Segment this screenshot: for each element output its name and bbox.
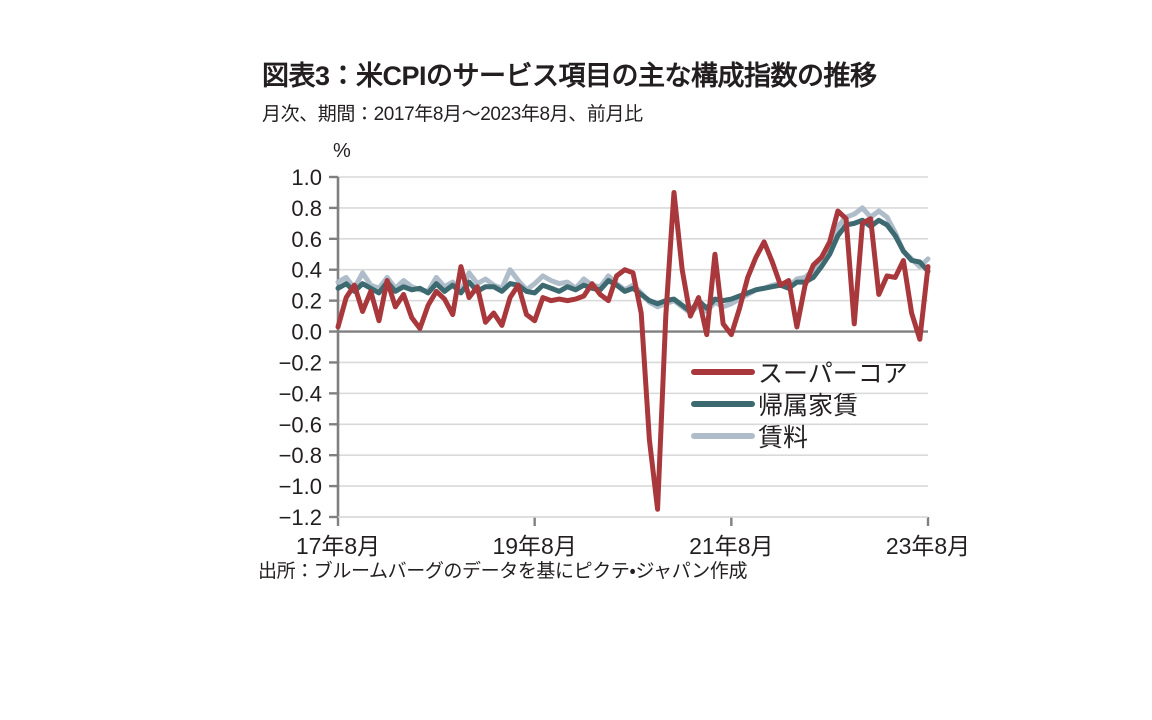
y-axis-tick-label: 0.6 xyxy=(291,227,322,252)
y-axis-tick-label: −0.4 xyxy=(279,381,322,406)
x-axis-tick-label: 23年8月 xyxy=(886,533,970,559)
series-line-1 xyxy=(335,189,931,512)
x-axis-tick-label: 19年8月 xyxy=(492,533,576,559)
y-axis-tick-label: −0.2 xyxy=(279,350,322,375)
figure-source: 出所：ブルームバーグのデータを基にピクテ・ジャパン作成 xyxy=(258,561,748,582)
x-axis-tick-label: 21年8月 xyxy=(689,533,773,559)
y-axis-tick-label: 0.8 xyxy=(291,196,322,221)
y-axis-tick-label: −1.2 xyxy=(279,505,322,530)
y-axis-tick-label: −0.8 xyxy=(279,443,322,468)
figure-title: 図表3：米CPIのサービス項目の主な構成指数の推移 xyxy=(262,61,877,91)
y-axis-tick-label: −0.6 xyxy=(279,412,322,437)
y-axis-tick-label: 0.0 xyxy=(291,320,322,345)
series-line-3 xyxy=(335,205,931,316)
y-axis-unit-label: % xyxy=(333,140,351,162)
y-axis-tick-label: 0.4 xyxy=(291,258,322,283)
legend-label: スーパーコア xyxy=(758,360,908,388)
y-axis-tick-label: 0.2 xyxy=(291,289,322,314)
y-axis-tick-label: 1.0 xyxy=(291,165,322,190)
legend-label: 賃料 xyxy=(758,424,808,452)
series-line-2 xyxy=(335,217,931,314)
x-axis-tick-label: 17年8月 xyxy=(296,533,380,559)
y-axis-tick-label: −1.0 xyxy=(279,474,322,499)
figure-subtitle: 月次、期間：2017年8月〜2023年8月、前月比 xyxy=(262,104,643,125)
legend-label: 帰属家賃 xyxy=(758,392,858,420)
